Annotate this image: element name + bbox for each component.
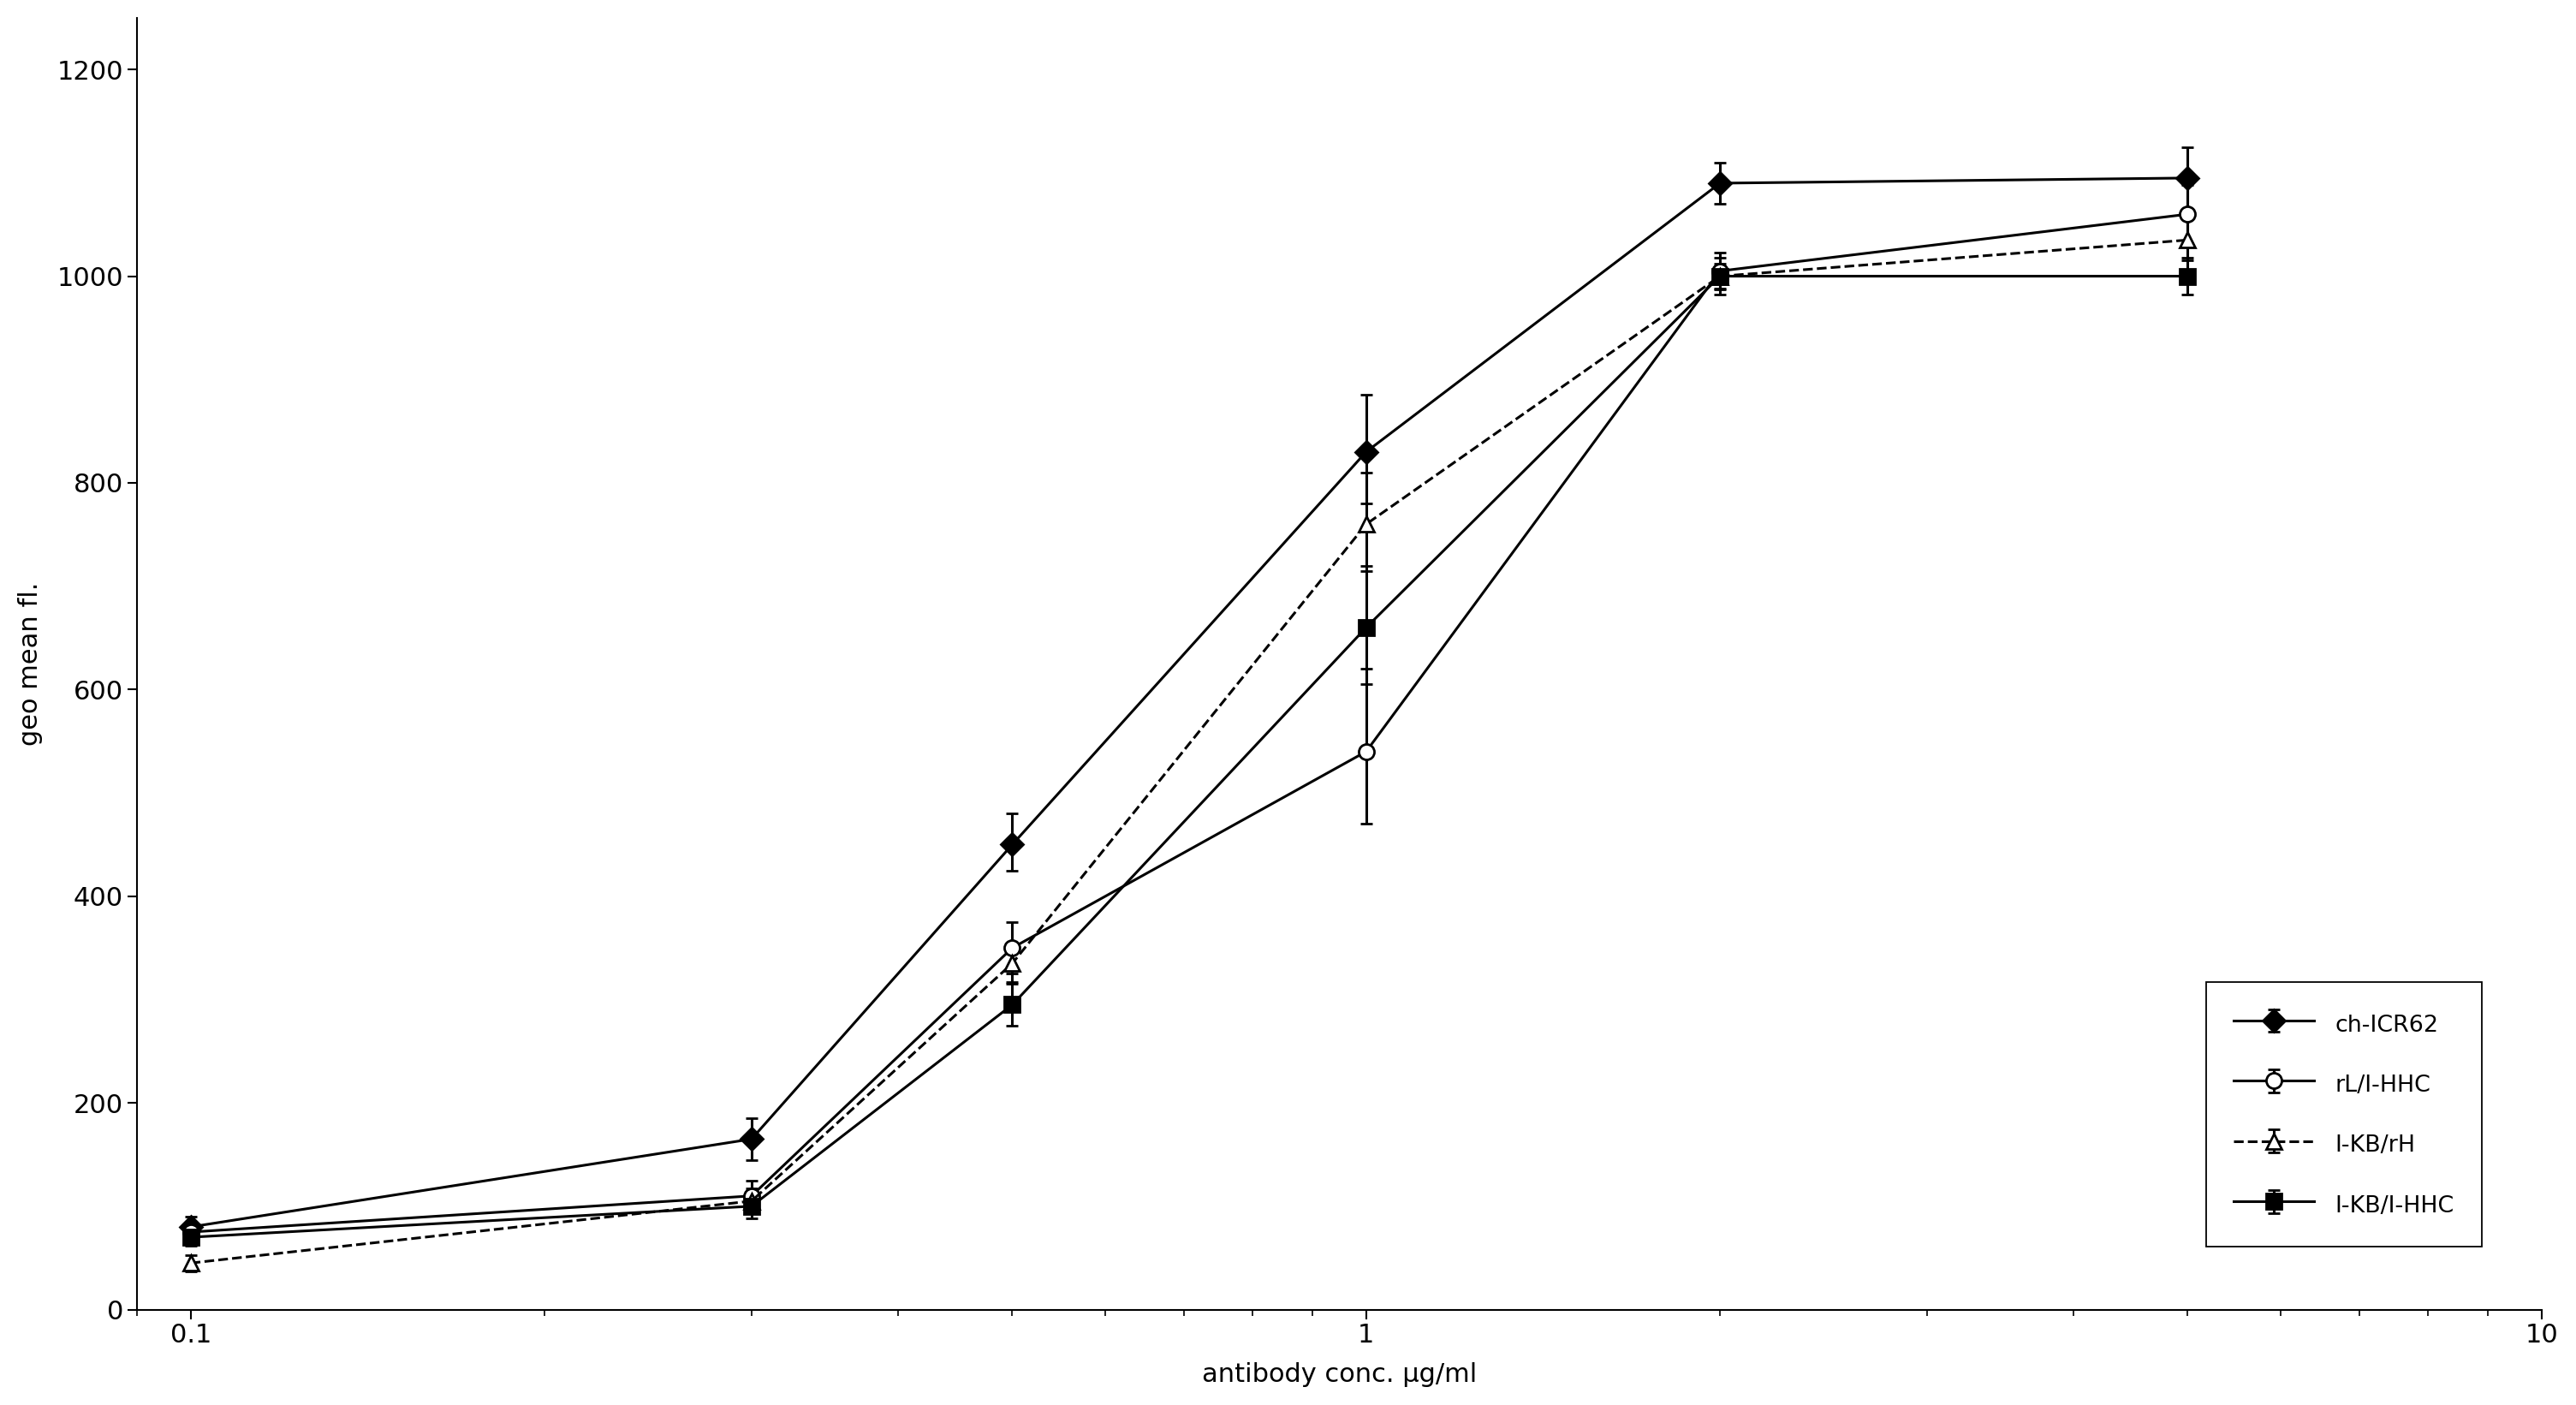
- Legend: ch-ICR62, rL/I-HHC, I-KB/rH, I-KB/I-HHC: ch-ICR62, rL/I-HHC, I-KB/rH, I-KB/I-HHC: [2205, 982, 2481, 1246]
- X-axis label: antibody conc. μg/ml: antibody conc. μg/ml: [1203, 1363, 1476, 1387]
- Y-axis label: geo mean fl.: geo mean fl.: [18, 582, 44, 746]
